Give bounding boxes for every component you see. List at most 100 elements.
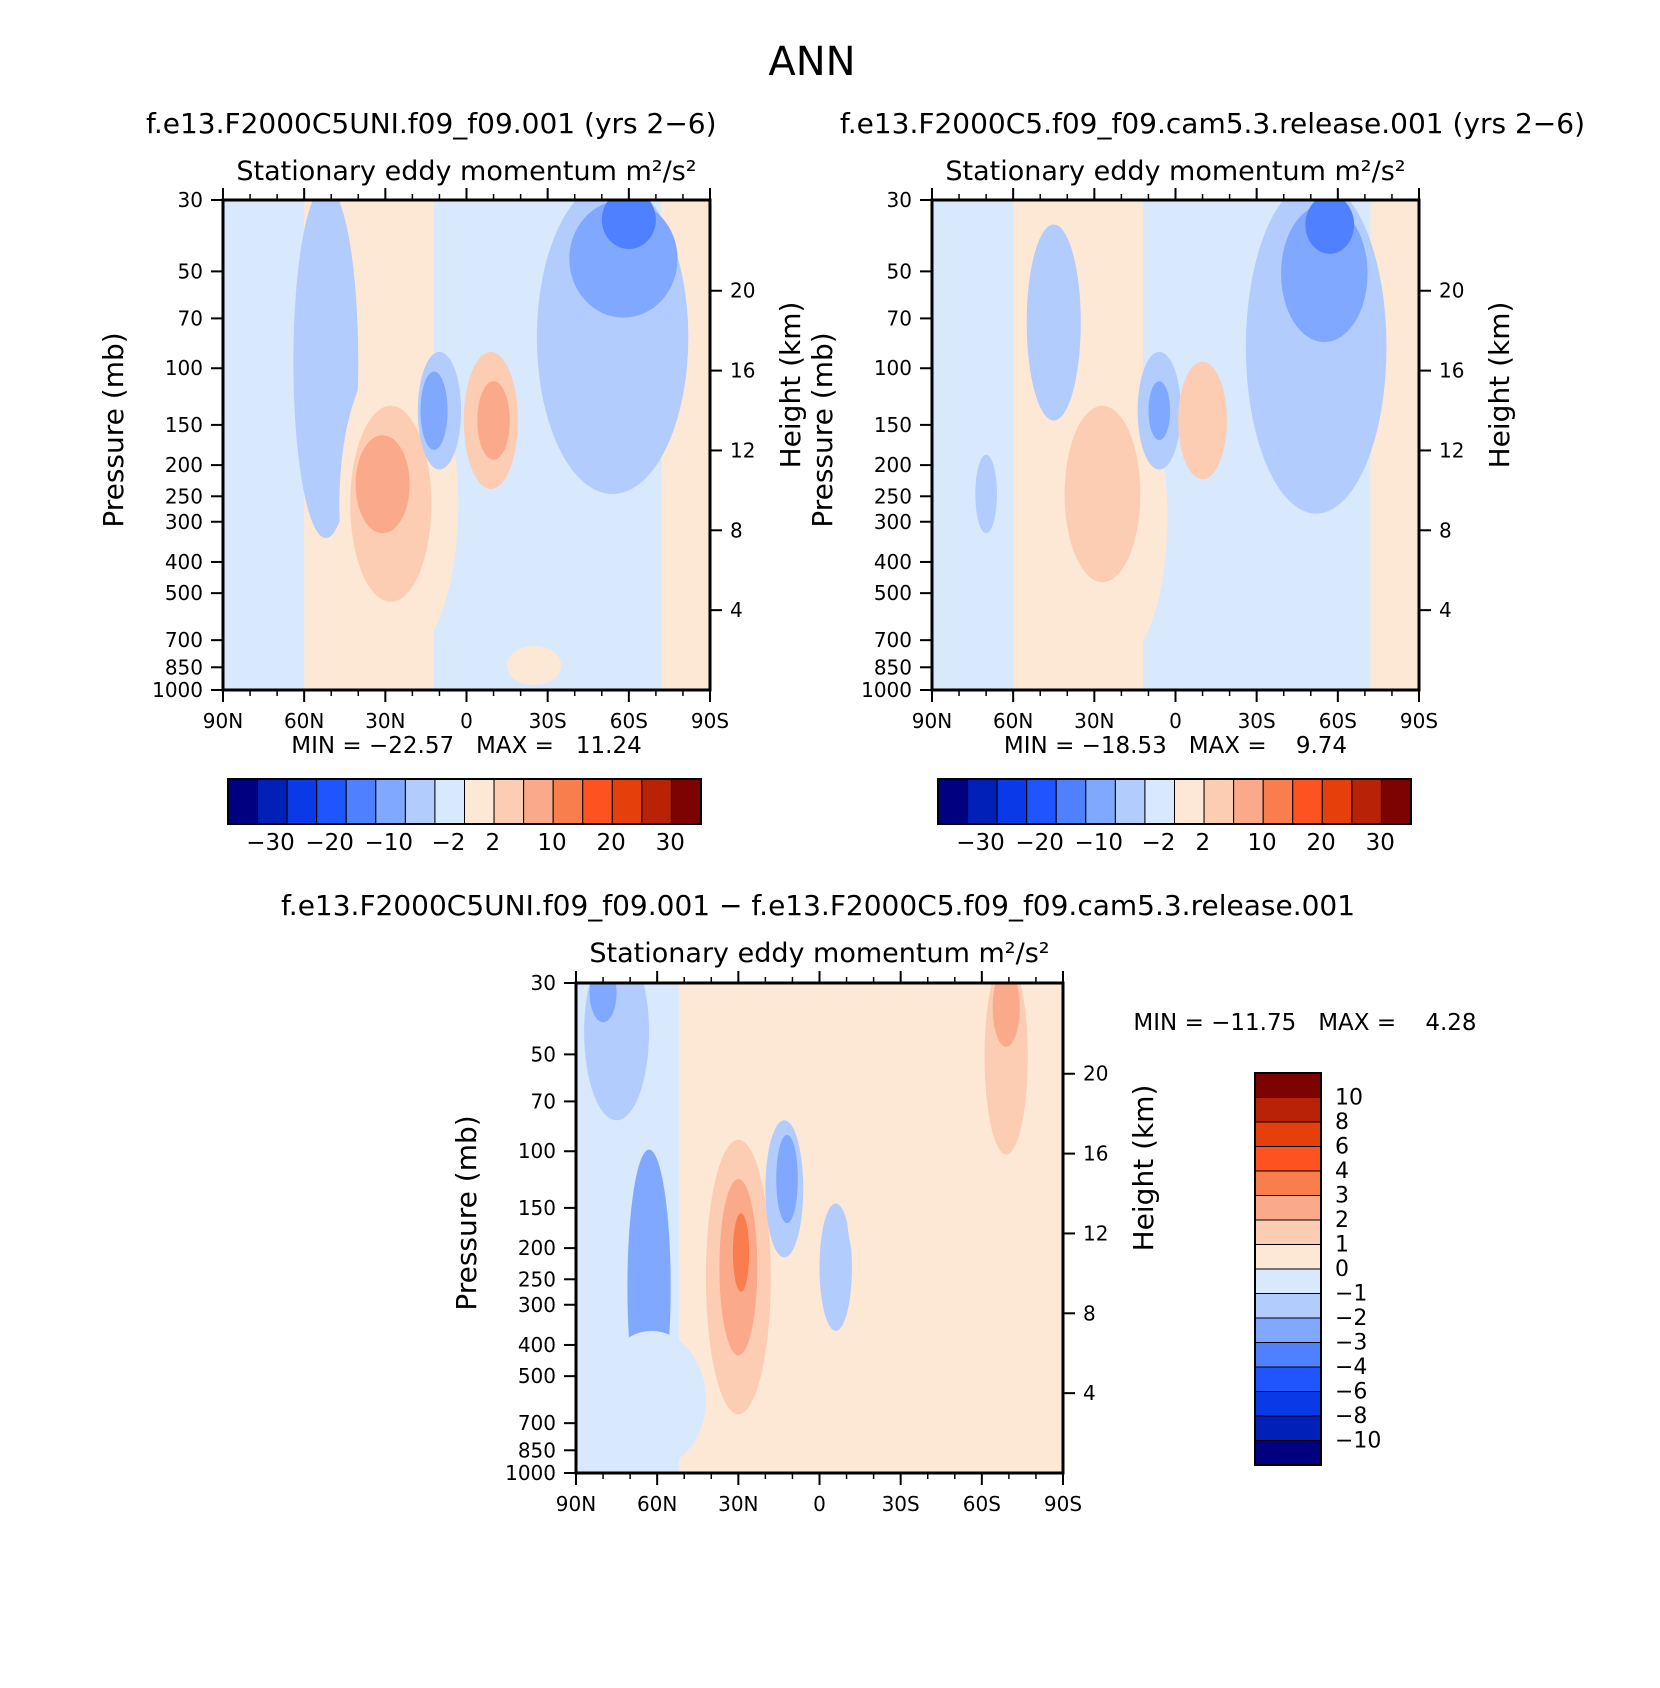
colorbar-swatch — [1380, 778, 1412, 825]
colorbar-swatch — [345, 778, 377, 825]
h-tick-label: 4 — [1439, 598, 1452, 622]
contour-region — [293, 200, 359, 539]
colorbar-label: 4 — [1335, 1159, 1349, 1184]
contour-region — [420, 371, 448, 450]
p-tick-label: 500 — [165, 581, 203, 605]
colorbar: −30 −20 −10 −2 2 10 20 30 — [227, 778, 702, 856]
colorbar-label: 10 — [1247, 830, 1276, 856]
min-max-text: MIN = −18.53 MAX = 9.74 — [1004, 733, 1347, 759]
colorbar-label: −8 — [1335, 1404, 1367, 1429]
colorbar-swatch — [1254, 1097, 1322, 1123]
colorbar-swatch — [1292, 778, 1323, 825]
x-tick-label: 90S — [1400, 709, 1438, 733]
colorbar-swatch — [1254, 1366, 1322, 1392]
p-tick-label: 200 — [874, 453, 912, 477]
p-tick-label: 250 — [165, 484, 203, 508]
contour-region — [819, 1203, 852, 1331]
p-tick-label: 100 — [874, 356, 912, 380]
colorbar-label: −1 — [1335, 1282, 1367, 1307]
p-tick-label: 300 — [165, 510, 203, 534]
y-axis-label: Pressure (mb) — [806, 332, 839, 527]
p-tick-label: 400 — [165, 550, 203, 574]
min-max-text: MIN = −22.57 MAX = 11.24 — [291, 733, 641, 759]
p-tick-label: 150 — [874, 413, 912, 437]
colorbar-label: 30 — [656, 830, 685, 856]
colorbar-label: −20 — [1015, 830, 1064, 856]
p-tick-label: 30 — [531, 971, 556, 995]
p-tick-label: 30 — [178, 188, 203, 212]
p-tick-label: 700 — [874, 628, 912, 652]
colorbar-label: 0 — [1335, 1257, 1349, 1282]
p-tick-label: 70 — [531, 1089, 556, 1113]
colorbar-swatch — [257, 778, 288, 825]
colorbar-label: 2 — [1335, 1208, 1349, 1233]
colorbar-swatch — [227, 778, 259, 825]
y2-axis-label: Height (km) — [774, 302, 807, 469]
colorbar-swatch — [1174, 778, 1205, 825]
colorbar-swatch — [1254, 1391, 1322, 1417]
p-tick-label: 1000 — [861, 678, 912, 702]
colorbar-label: −10 — [365, 830, 414, 856]
p-tick-label: 100 — [518, 1139, 556, 1163]
colorbar-swatch — [1321, 778, 1353, 825]
h-tick-label: 8 — [1439, 518, 1452, 542]
p-tick-label: 850 — [874, 655, 912, 679]
panel-1: f.e13.F2000C5UNI.f09_f09.001 (yrs 2−6) St… — [97, 107, 807, 856]
colorbar-frame — [1254, 1072, 1322, 1466]
h-tick-label: 16 — [1439, 359, 1464, 383]
x-tick-label: 0 — [813, 1492, 826, 1516]
x-tick-label: 30S — [1238, 709, 1276, 733]
colorbar-swatch — [1026, 778, 1057, 825]
p-tick-label: 1000 — [152, 678, 203, 702]
contour-region — [732, 1213, 750, 1292]
h-tick-label: 4 — [1083, 1381, 1096, 1405]
x-tick-label: 60S — [1319, 709, 1357, 733]
contour-region — [776, 1134, 798, 1224]
contour-field — [223, 200, 710, 690]
colorbar-label: 8 — [1335, 1110, 1349, 1135]
colorbar-frame — [227, 778, 702, 825]
colorbar-label: −2 — [1141, 830, 1175, 856]
colorbar-swatch — [404, 778, 436, 825]
p-tick-label: 50 — [531, 1042, 556, 1066]
p-tick-label: 850 — [518, 1438, 556, 1462]
colorbar-label: 20 — [596, 830, 625, 856]
contour-region — [1148, 381, 1171, 441]
colorbar-swatch — [611, 778, 643, 825]
x-tick-label: 30S — [882, 1492, 920, 1516]
panel-title: f.e13.F2000C5UNI.f09_f09.001 − f.e13.F20… — [281, 889, 1355, 922]
x-tick-label: 30N — [718, 1492, 758, 1516]
x-tick-label: 60N — [284, 709, 324, 733]
x-tick-label: 60S — [963, 1492, 1001, 1516]
p-tick-label: 200 — [165, 453, 203, 477]
colorbar-swatch — [1254, 1195, 1322, 1221]
x-tick-label: 30S — [529, 709, 567, 733]
x-tick-label: 90S — [691, 709, 729, 733]
colorbar-swatch — [1254, 1317, 1322, 1343]
colorbar-label: −10 — [1075, 830, 1124, 856]
colorbar-swatch — [552, 778, 584, 825]
contour-region — [355, 435, 410, 534]
panel-subtitle: Stationary eddy momentum m²/s² — [589, 938, 1049, 969]
contour-region — [1305, 200, 1355, 254]
h-tick-label: 20 — [1439, 279, 1464, 303]
colorbar-swatch — [464, 778, 495, 825]
colorbar-swatch — [434, 778, 465, 825]
p-tick-label: 500 — [518, 1364, 556, 1388]
x-tick-label: 60S — [610, 709, 648, 733]
contour-region — [992, 983, 1020, 1047]
colorbar-swatch — [1233, 778, 1264, 825]
h-tick-label: 8 — [730, 518, 743, 542]
colorbar-swatch — [1254, 1293, 1322, 1319]
colorbar-swatch — [1254, 1219, 1322, 1245]
colorbar-label: 3 — [1335, 1184, 1349, 1209]
colorbar-swatch — [1114, 778, 1146, 825]
p-tick-label: 200 — [518, 1236, 556, 1260]
p-tick-label: 70 — [887, 306, 912, 330]
x-tick-label: 60N — [993, 709, 1033, 733]
colorbar-label: 30 — [1366, 830, 1395, 856]
p-tick-label: 100 — [165, 356, 203, 380]
p-tick-label: 700 — [165, 628, 203, 652]
